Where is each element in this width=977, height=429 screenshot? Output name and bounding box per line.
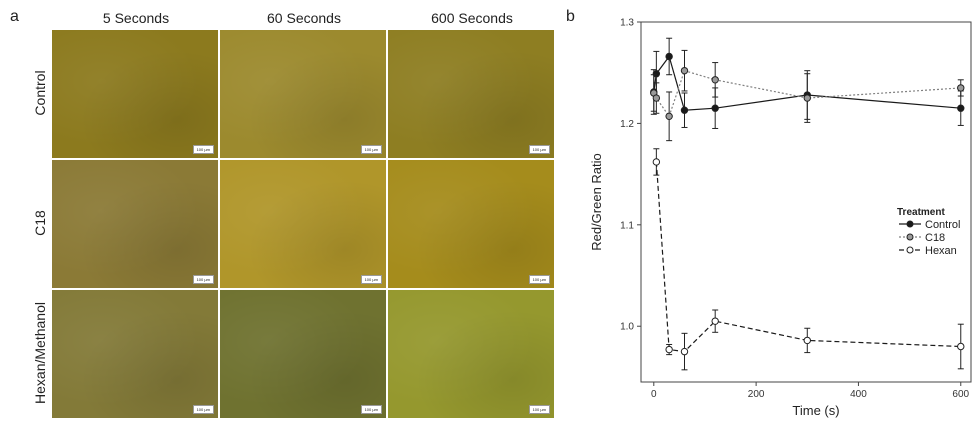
micrograph-tile: 100 µm — [52, 30, 218, 158]
y-tick-label: 1.0 — [620, 322, 634, 333]
legend-entry-control: Control — [899, 219, 960, 231]
data-point — [803, 336, 811, 345]
panel-a-label: a — [10, 8, 19, 25]
row-label-control: Control — [32, 70, 48, 116]
micrograph-tile: 100 µm — [220, 160, 386, 288]
data-point — [665, 112, 673, 121]
micrograph-tile: 100 µm — [52, 160, 218, 288]
y-tick-label: 1.1 — [620, 220, 634, 231]
legend-entry-c18: C18 — [899, 232, 945, 244]
row-label-c18: C18 — [32, 210, 48, 236]
data-point — [665, 52, 673, 61]
micrograph-tile: 100 µm — [220, 30, 386, 158]
legend-entry-hexan: Hexan — [899, 245, 957, 257]
x-tick-label: 600 — [952, 389, 969, 400]
scale-bar: 100 µm — [192, 145, 214, 154]
micrograph-tile: 100 µm — [388, 160, 554, 288]
x-tick-label: 200 — [748, 389, 765, 400]
scale-bar: 100 µm — [360, 405, 382, 414]
y-axis-title: Red/Green Ratio — [589, 153, 604, 251]
legend-title: Treatment — [897, 207, 945, 218]
y-tick-label: 1.2 — [620, 119, 634, 130]
y-tick-label: 1.3 — [620, 18, 634, 29]
x-tick-label: 400 — [850, 389, 867, 400]
micrograph-tile: 100 µm — [52, 290, 218, 418]
data-point — [711, 317, 719, 325]
scale-bar: 100 µm — [528, 405, 550, 414]
scale-bar: 100 µm — [360, 275, 382, 284]
data-point — [680, 66, 689, 75]
legend-label: C18 — [925, 232, 945, 244]
series-hexan — [652, 148, 965, 371]
panel-b-label: b — [566, 8, 575, 25]
data-point — [711, 104, 719, 112]
micrograph-tile: 100 µm — [388, 290, 554, 418]
scale-bar: 100 µm — [528, 145, 550, 154]
scale-bar: 100 µm — [360, 145, 382, 154]
x-tick-label: 0 — [651, 389, 657, 400]
column-header-600-seconds: 600 Seconds — [431, 10, 513, 26]
data-point — [957, 342, 965, 351]
data-point — [652, 94, 661, 102]
scale-bar: 100 µm — [528, 275, 550, 284]
data-point — [680, 106, 689, 114]
row-label-hexan-methanol: Hexan/Methanol — [32, 302, 48, 404]
series-c18 — [650, 49, 965, 142]
data-point — [680, 347, 689, 356]
data-point — [803, 94, 811, 102]
scale-bar: 100 µm — [192, 405, 214, 414]
data-point — [957, 84, 965, 92]
legend-label: Hexan — [925, 245, 957, 257]
x-axis-title: Time (s) — [792, 403, 839, 418]
data-point — [957, 104, 965, 112]
legend-label: Control — [925, 219, 960, 231]
data-point — [652, 70, 661, 78]
column-header-60-seconds: 60 Seconds — [267, 10, 341, 26]
data-point — [711, 76, 719, 84]
micrograph-tile: 100 µm — [220, 290, 386, 418]
plot-area — [640, 21, 972, 383]
data-point — [665, 345, 673, 354]
micrograph-tile: 100 µm — [388, 30, 554, 158]
line-chart: 1.0 1.1 1.2 1.3 0 200 400 600 Time (s) Red/Gre… — [589, 18, 972, 418]
data-point — [652, 158, 661, 166]
column-header-5-seconds: 5 Seconds — [102, 10, 170, 26]
series-line — [655, 161, 961, 353]
scale-bar: 100 µm — [192, 275, 214, 284]
